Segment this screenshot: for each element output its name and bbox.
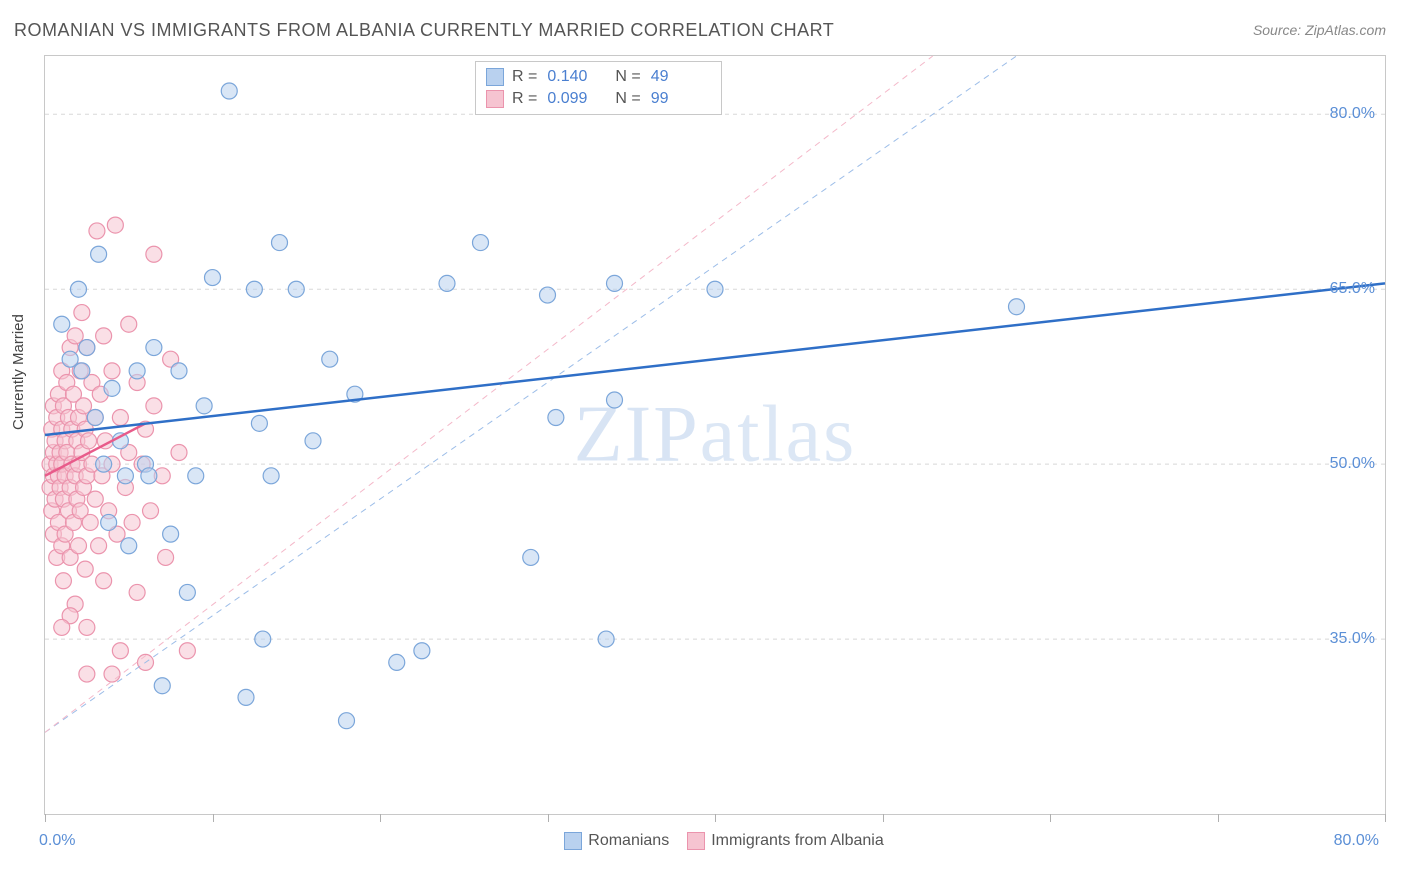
x-tick xyxy=(1218,814,1219,822)
x-tick xyxy=(1050,814,1051,822)
stats-legend-row: R = 0.140 N = 49 xyxy=(486,66,711,88)
plot-area: ZIPatlas R = 0.140 N = 49 R = 0.099 N = … xyxy=(44,55,1386,815)
x-tick xyxy=(715,814,716,822)
scatter-layer xyxy=(45,56,1385,814)
y-tick-label: 80.0% xyxy=(1330,105,1375,123)
source-attribution: Source: ZipAtlas.com xyxy=(1253,22,1386,38)
legend-series-label: Romanians xyxy=(588,832,669,849)
chart-title: ROMANIAN VS IMMIGRANTS FROM ALBANIA CURR… xyxy=(14,20,834,41)
legend-r-label: R = xyxy=(512,90,537,108)
x-tick xyxy=(548,814,549,822)
legend-r-value: 0.140 xyxy=(547,68,607,86)
legend-swatch xyxy=(687,832,705,850)
x-axis-min-label: 0.0% xyxy=(39,832,75,850)
x-tick xyxy=(213,814,214,822)
x-axis-max-label: 80.0% xyxy=(1334,832,1379,850)
series-legend: Romanians Immigrants from Albania xyxy=(45,832,1385,850)
y-tick-label: 35.0% xyxy=(1330,630,1375,648)
x-tick xyxy=(380,814,381,822)
legend-n-label: N = xyxy=(615,68,640,86)
y-tick-label: 50.0% xyxy=(1330,455,1375,473)
stats-legend: R = 0.140 N = 49 R = 0.099 N = 99 xyxy=(475,61,722,115)
x-tick xyxy=(45,814,46,822)
legend-swatch xyxy=(564,832,582,850)
legend-swatch xyxy=(486,90,504,108)
stats-legend-row: R = 0.099 N = 99 xyxy=(486,88,711,110)
legend-series-label: Immigrants from Albania xyxy=(711,832,884,849)
x-tick xyxy=(1385,814,1386,822)
y-tick-label: 65.0% xyxy=(1330,280,1375,298)
legend-r-value: 0.099 xyxy=(547,90,607,108)
x-tick xyxy=(883,814,884,822)
legend-swatch xyxy=(486,68,504,86)
legend-n-value: 49 xyxy=(651,68,711,86)
legend-r-label: R = xyxy=(512,68,537,86)
y-axis-label: Currently Married xyxy=(10,314,27,430)
legend-n-label: N = xyxy=(615,90,640,108)
legend-n-value: 99 xyxy=(651,90,711,108)
